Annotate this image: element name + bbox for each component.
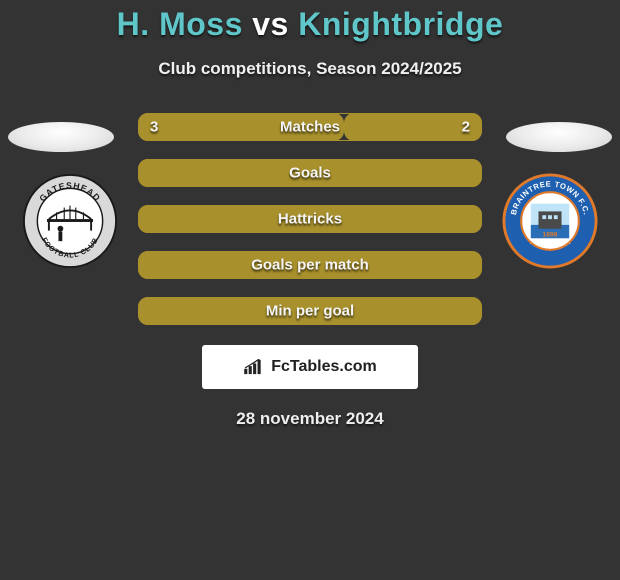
player2-name: Knightbridge (298, 6, 503, 42)
braintree-crest-icon: BRAINTREE TOWN F.C. THE IRON 1898 (502, 173, 598, 269)
stat-bar-row: Goals per match (138, 251, 482, 279)
stat-bar-fill (138, 159, 482, 187)
stat-bar-fill (138, 251, 482, 279)
stat-bar-fill-right (344, 113, 482, 141)
comparison-date: 28 november 2024 (0, 409, 620, 429)
brand-attribution: FcTables.com (202, 345, 418, 389)
stat-bar-row: Matches32 (138, 113, 482, 141)
comparison-title: H. Moss vs Knightbridge (0, 0, 620, 43)
stat-bars-container: Matches32 Goals Hattricks Goals per match Mi… (138, 113, 482, 325)
vs-separator: vs (252, 6, 289, 42)
player1-club-crest: GATESHEAD FOOTBALL CLUB (22, 173, 118, 269)
stat-bar-row: Min per goal (138, 297, 482, 325)
comparison-stage: GATESHEAD FOOTBALL CLUB (0, 113, 620, 429)
brand-text: FcTables.com (271, 358, 377, 376)
comparison-subtitle: Club competitions, Season 2024/2025 (0, 59, 620, 79)
player2-pedestal-ellipse (506, 122, 612, 152)
stat-bar-row: Goals (138, 159, 482, 187)
stat-bar-fill (138, 297, 482, 325)
player1-name: H. Moss (117, 6, 243, 42)
player1-pedestal-ellipse (8, 122, 114, 152)
stat-bar-fill (138, 205, 482, 233)
player2-club-crest: BRAINTREE TOWN F.C. THE IRON 1898 (502, 173, 598, 269)
fctables-logo-icon (243, 359, 265, 375)
gateshead-crest-icon: GATESHEAD FOOTBALL CLUB (22, 173, 118, 269)
svg-text:1898: 1898 (543, 231, 558, 238)
stat-bar-row: Hattricks (138, 205, 482, 233)
stat-bar-fill-left (138, 113, 344, 141)
